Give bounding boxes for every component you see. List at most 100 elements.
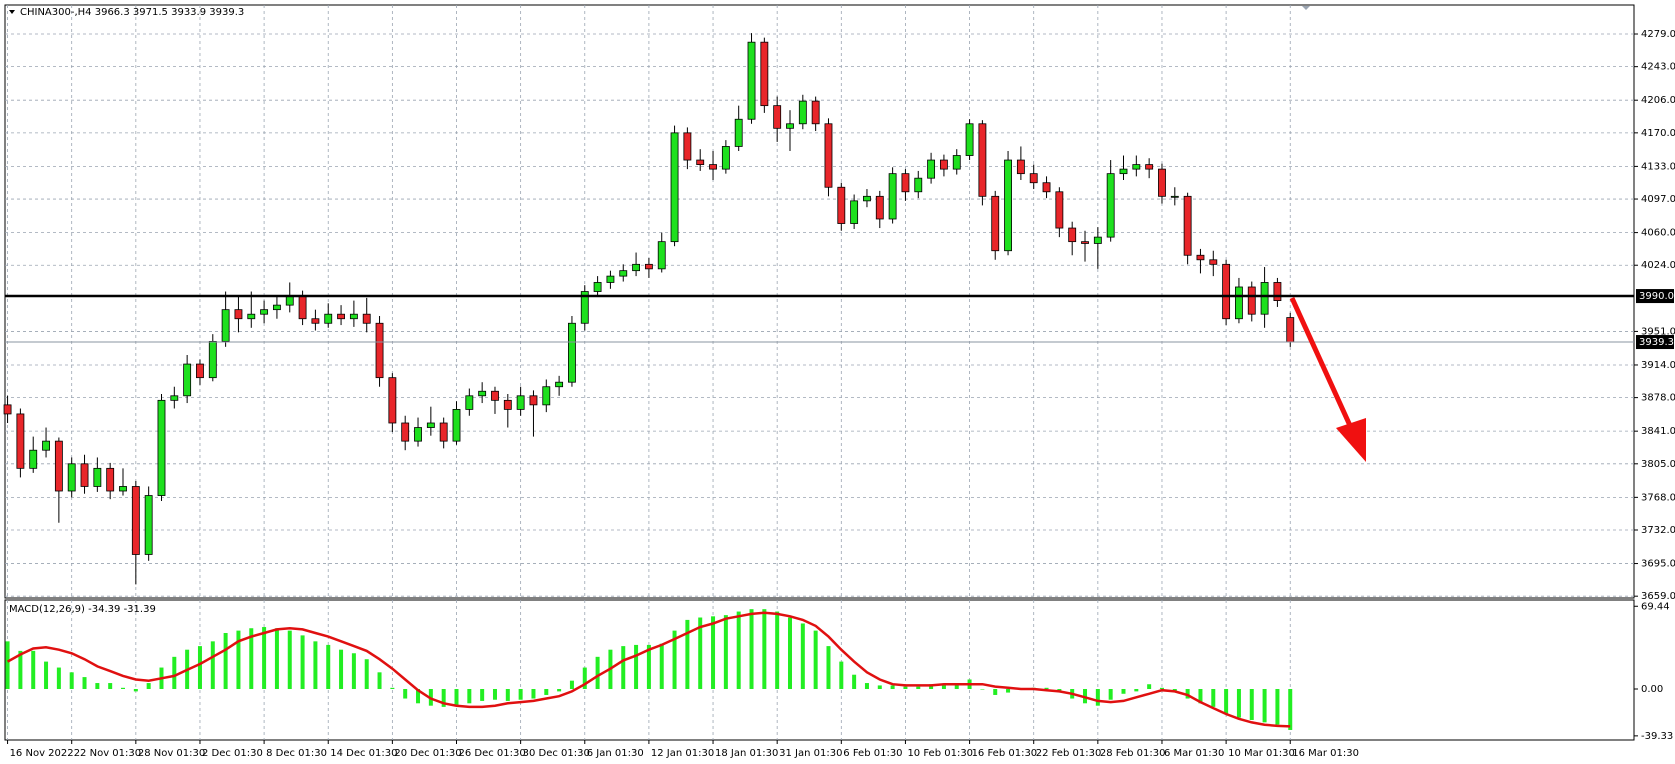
signal-value: -31.39 [124, 604, 156, 615]
macd-bar [467, 689, 472, 704]
candle-body [939, 159, 948, 170]
signal-line [6, 611, 1291, 728]
last-price-label: 3939.3 [1639, 337, 1674, 348]
candle-body [1170, 195, 1179, 198]
y-tick-label: 4243.0 [1641, 62, 1675, 73]
macd-bar [1236, 689, 1241, 718]
candle-body [401, 422, 410, 442]
macd-header: MACD(12,26,9) -34.39 -31.39 [9, 604, 156, 615]
y-tick-label: 3878.0 [1641, 393, 1675, 404]
chart-header: CHINA300-,H4 3966.3 3971.5 3933.9 3939.3 [20, 7, 244, 18]
macd-bar [1224, 689, 1229, 715]
candle-body [16, 413, 25, 469]
macd-bar [210, 641, 215, 690]
macd-bar [146, 683, 151, 690]
macd-bar [1108, 689, 1113, 700]
macd-bar [1275, 689, 1280, 725]
candle-body [1273, 282, 1282, 301]
macd-bar [839, 661, 844, 690]
macd-bar [44, 661, 49, 690]
candle-body [568, 322, 576, 383]
macd-bar [569, 680, 574, 690]
macd-bar [954, 683, 959, 690]
candle-body [1183, 195, 1192, 256]
macd-bar [326, 644, 331, 690]
macd-bar [877, 685, 882, 690]
candle-body [503, 399, 512, 410]
candle-body [914, 177, 923, 193]
candle-body [144, 495, 153, 555]
menu-triangle [9, 10, 15, 14]
candle-body [478, 390, 487, 397]
macd-bar [108, 683, 113, 690]
candle-body [80, 463, 89, 487]
arrow-annotation [1289, 296, 1366, 462]
x-tick-label: 26 Dec 01:30 [459, 748, 526, 759]
macd-bar [5, 641, 10, 690]
main-panel-frame [4, 4, 1635, 599]
macd-bar [980, 689, 985, 690]
macd-bar [557, 689, 562, 692]
macd-bar [69, 672, 74, 690]
candle-body [131, 486, 140, 555]
macd-bar [864, 683, 869, 690]
candle-body [1260, 282, 1269, 315]
candle-body [760, 41, 769, 107]
level-label: 3990.0 [1639, 291, 1674, 302]
shift-marker [1302, 6, 1310, 10]
candle-body [811, 100, 820, 125]
candle-body [1016, 159, 1025, 175]
candle-body [696, 159, 705, 165]
macd-label: MACD(12,26,9) [9, 604, 85, 615]
macd-bar [390, 687, 395, 690]
open-value: 3966.3 [95, 7, 130, 18]
macd-bar [736, 611, 741, 690]
macd-bar [364, 659, 369, 690]
macd-bar [377, 672, 382, 690]
candle-body [1235, 286, 1243, 320]
candle-body [657, 241, 666, 270]
macd-bar [262, 627, 267, 690]
macd-bar [249, 628, 254, 690]
candle-body [1286, 317, 1295, 343]
y-tick-label: 69.44 [1641, 601, 1670, 612]
candle-body [1081, 241, 1089, 244]
candle-body [734, 118, 743, 147]
level-label-box [1636, 289, 1674, 304]
candle-body [721, 146, 730, 170]
macd-bar [339, 649, 344, 690]
x-tick-label: 22 Feb 01:30 [1036, 748, 1102, 759]
candle-body [1132, 164, 1141, 170]
macd-bar [454, 689, 459, 706]
x-tick-label: 18 Jan 01:30 [715, 748, 778, 759]
candle-body [311, 318, 320, 324]
macd-bar [672, 630, 677, 690]
candle-body [901, 173, 910, 193]
y-tick-label: 3768.0 [1641, 492, 1675, 503]
x-tick-label: 10 Feb 01:30 [907, 748, 973, 759]
candle-body [157, 399, 166, 496]
macd-bar [634, 644, 639, 690]
candle-body [824, 123, 833, 188]
candle-body [375, 322, 384, 379]
candle-body [952, 155, 961, 170]
macd-bar [685, 619, 690, 690]
macd-bar [1198, 689, 1203, 704]
macd-bar [133, 689, 138, 692]
candle-body [324, 313, 333, 324]
candle-body [1222, 263, 1231, 320]
macd-bar [659, 643, 664, 690]
macd-bar [1095, 689, 1100, 706]
candle-body [516, 395, 525, 410]
candle-body [1068, 227, 1077, 243]
x-tick-label: 16 Mar 01:30 [1292, 748, 1359, 759]
candle-body [1106, 173, 1115, 238]
candle-body [683, 132, 692, 161]
x-tick-label: 6 Feb 01:30 [843, 748, 902, 759]
candle-body [362, 313, 371, 324]
macd-bar [595, 656, 600, 690]
arrow-shaft [1289, 296, 1355, 432]
x-tick-label: 16 Feb 01:30 [972, 748, 1038, 759]
candle-body [54, 440, 63, 492]
candle-body [773, 105, 782, 129]
